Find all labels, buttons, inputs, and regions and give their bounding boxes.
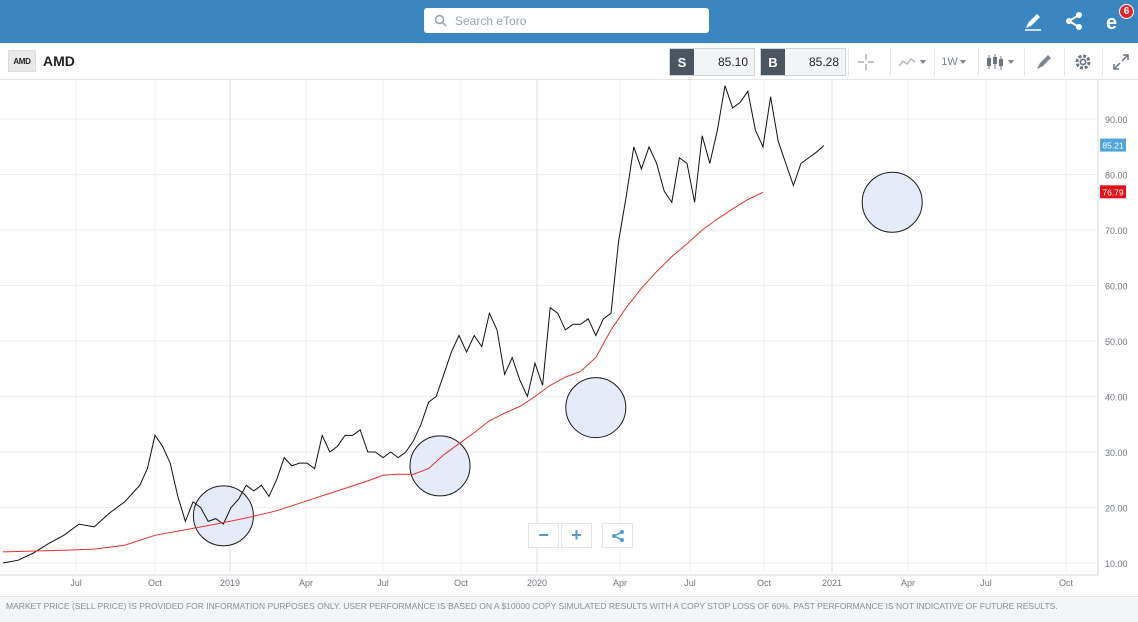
moving-average-tag-bg <box>1100 185 1126 199</box>
search-placeholder: Search eToro <box>455 13 527 28</box>
y-tick-label: 80.00 <box>1105 171 1128 181</box>
compare-button[interactable] <box>890 48 932 76</box>
y-tick-label: 40.00 <box>1105 393 1128 403</box>
interval-label: 1W <box>941 56 958 68</box>
y-tick-label: 10.00 <box>1105 559 1128 569</box>
sell-label: S <box>670 49 694 75</box>
zoom-in-button[interactable]: + <box>561 523 592 548</box>
chevron-down-icon <box>959 60 966 64</box>
buy-price: 85.28 <box>785 49 845 75</box>
instrument-logo: AMD <box>8 50 36 72</box>
chart-type-dropdown[interactable] <box>978 48 1022 76</box>
x-tick-label: 2020 <box>527 578 547 588</box>
highlight-circle <box>409 435 471 497</box>
x-tick-label: Jul <box>70 578 82 588</box>
x-tick-label: Apr <box>613 578 627 588</box>
x-tick-label: Jul <box>377 578 389 588</box>
instrument-symbol: AMD <box>43 53 75 69</box>
search-input[interactable]: Search eToro <box>424 8 709 33</box>
edit-icon[interactable] <box>1020 8 1046 34</box>
drawing-tools-button[interactable] <box>1024 48 1062 76</box>
x-tick-label: 2019 <box>220 578 240 588</box>
disclaimer-text: MARKET PRICE (SELL PRICE) IS PROVIDED FO… <box>0 596 1138 622</box>
buy-price-button[interactable]: B 85.28 <box>760 48 846 76</box>
sell-price-button[interactable]: S 85.10 <box>669 48 755 76</box>
y-tick-label: 60.00 <box>1105 282 1128 292</box>
line-chart-icon <box>897 58 926 67</box>
current-price-tag-bg <box>1100 138 1126 152</box>
svg-text:e: e <box>1106 12 1117 33</box>
search-icon <box>434 14 447 27</box>
highlight-circle <box>192 485 254 547</box>
settings-button[interactable] <box>1064 48 1100 76</box>
x-tick-label: Jul <box>684 578 696 588</box>
gear-icon <box>1075 54 1090 70</box>
x-tick-label: Oct <box>1059 578 1074 588</box>
share-icon <box>611 529 624 542</box>
buy-label: B <box>761 49 785 75</box>
expand-icon <box>1112 54 1129 70</box>
interval-dropdown[interactable]: 1W <box>934 48 974 76</box>
price-chart[interactable]: 10.00 20.00 30.00 40.00 50.00 60.00 70.00 80.00… <box>0 80 1138 595</box>
fullscreen-button[interactable] <box>1102 48 1138 76</box>
top-bar: Search eToro e 6 <box>0 0 1138 43</box>
y-tick-label: 30.00 <box>1105 448 1128 458</box>
draw-icon <box>1036 55 1051 69</box>
candlestick-icon <box>986 54 1014 70</box>
zoom-out-button[interactable]: − <box>528 523 559 548</box>
price-line <box>2 85 825 564</box>
plus-icon: + <box>571 525 582 545</box>
x-tick-label: Oct <box>148 578 163 588</box>
y-tick-label: 70.00 <box>1105 226 1128 236</box>
current-price-tag: 85.21 <box>1102 141 1124 151</box>
moving-average-line <box>2 191 764 553</box>
notifications-icon[interactable]: e 6 <box>1102 4 1134 34</box>
x-tick-label: 2021 <box>822 578 842 588</box>
crosshair-button[interactable] <box>848 48 882 76</box>
x-tick-label: Apr <box>299 578 313 588</box>
sell-price: 85.10 <box>694 49 754 75</box>
minus-icon: − <box>538 525 549 545</box>
crosshair-icon <box>857 54 874 70</box>
share-icon[interactable] <box>1061 8 1087 34</box>
y-tick-label: 90.00 <box>1105 115 1128 125</box>
y-tick-label: 50.00 <box>1105 337 1128 347</box>
x-tick-label: Oct <box>757 578 772 588</box>
highlight-circle <box>861 171 923 233</box>
chart-toolbar: AMD AMD S 85.10 B 85.28 1W <box>0 43 1138 80</box>
y-tick-label: 20.00 <box>1105 504 1128 514</box>
notification-badge: 6 <box>1119 4 1134 19</box>
x-tick-label: Oct <box>454 578 469 588</box>
x-tick-label: Apr <box>901 578 915 588</box>
x-tick-label: Jul <box>980 578 992 588</box>
chart-share-button[interactable] <box>602 523 633 548</box>
moving-average-tag: 76.79 <box>1102 187 1124 197</box>
highlight-circle <box>565 377 627 439</box>
